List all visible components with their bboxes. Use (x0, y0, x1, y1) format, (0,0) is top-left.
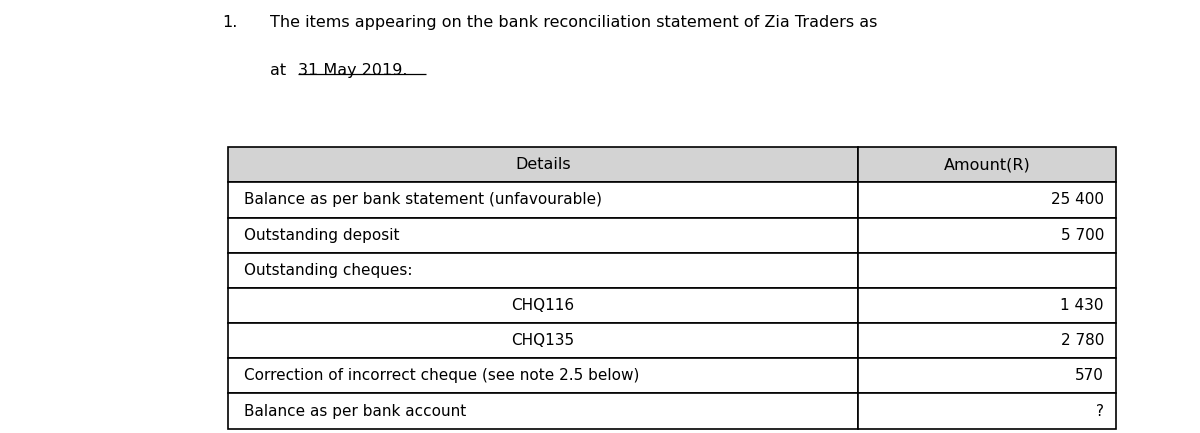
Bar (228, 182, 858, 218)
Bar (228, 359, 858, 394)
Bar (858, 394, 1116, 429)
Bar (228, 394, 858, 429)
Text: 1.: 1. (222, 15, 238, 30)
Bar (228, 217, 858, 253)
Bar (228, 288, 858, 323)
Text: 31 May 2019.: 31 May 2019. (298, 63, 407, 78)
Text: at: at (270, 63, 292, 78)
Text: Outstanding cheques:: Outstanding cheques: (244, 263, 412, 278)
Text: 2 780: 2 780 (1061, 333, 1104, 348)
Text: Balance as per bank account: Balance as per bank account (244, 404, 466, 419)
Text: 1 430: 1 430 (1061, 298, 1104, 313)
Bar (228, 253, 858, 288)
Bar (858, 182, 1116, 218)
Text: Balance as per bank statement (unfavourable): Balance as per bank statement (unfavoura… (244, 193, 601, 207)
Text: Details: Details (515, 157, 571, 172)
Bar (228, 147, 858, 182)
Text: The items appearing on the bank reconciliation statement of Zia Traders as: The items appearing on the bank reconcil… (270, 15, 877, 30)
Text: 5 700: 5 700 (1061, 228, 1104, 242)
Text: Outstanding deposit: Outstanding deposit (244, 228, 400, 242)
Bar (858, 217, 1116, 253)
Text: 570: 570 (1075, 368, 1104, 383)
Bar (858, 359, 1116, 394)
Bar (858, 288, 1116, 323)
Text: Correction of incorrect cheque (see note 2.5 below): Correction of incorrect cheque (see note… (244, 368, 638, 383)
Bar (858, 323, 1116, 359)
Text: Amount(R): Amount(R) (943, 157, 1031, 172)
Text: CHQ116: CHQ116 (511, 298, 575, 313)
Text: 25 400: 25 400 (1051, 193, 1104, 207)
Bar (858, 147, 1116, 182)
Bar (228, 323, 858, 359)
Text: CHQ135: CHQ135 (511, 333, 575, 348)
Bar (858, 253, 1116, 288)
Text: ?: ? (1096, 404, 1104, 419)
